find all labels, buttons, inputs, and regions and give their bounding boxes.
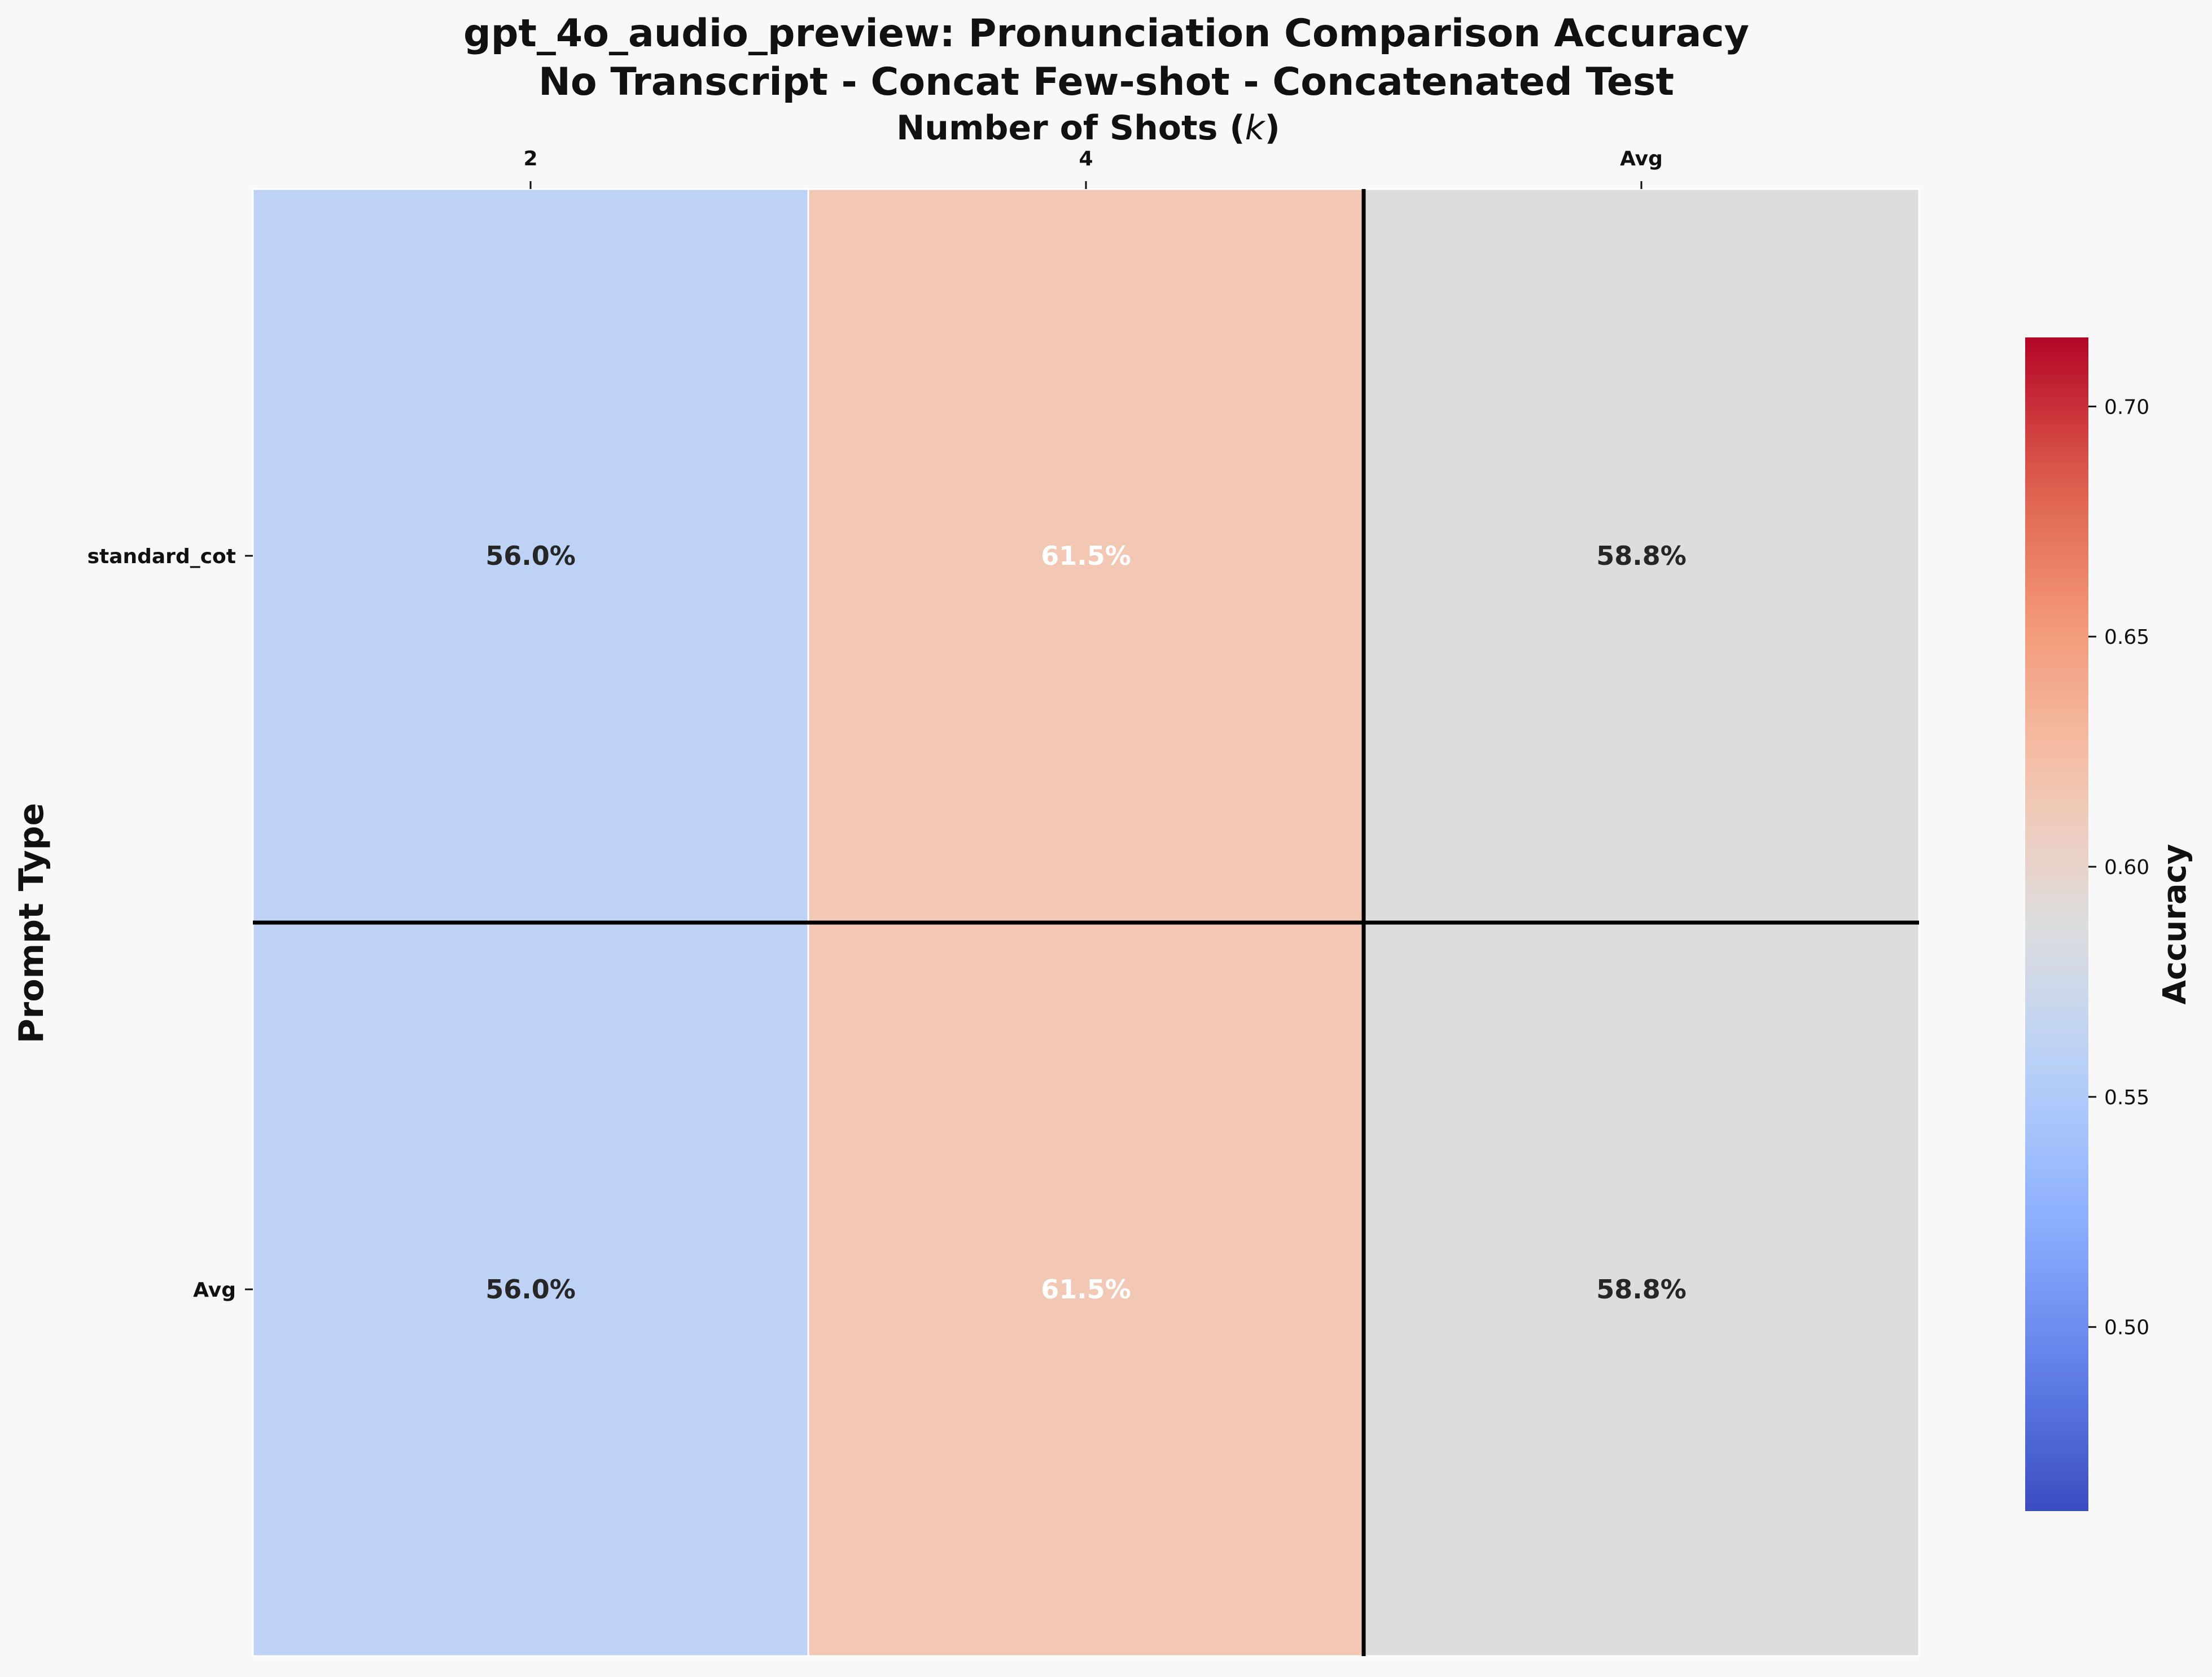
- chart-title-line-1: gpt_4o_audio_preview: Pronunciation Comp…: [463, 11, 1749, 56]
- cell-value-label: 58.8%: [1596, 541, 1687, 571]
- colorbar-tick-label: 0.65: [2104, 626, 2149, 649]
- cell-value-label: 58.8%: [1596, 1274, 1687, 1305]
- heatmap-cell-labels: 56.0% 61.5% 58.8% 56.0% 61.5% 58.8%: [485, 541, 1687, 1305]
- cell-value-label: 61.5%: [1041, 1274, 1131, 1305]
- colorbar-tick-label: 0.70: [2104, 396, 2149, 419]
- y-axis-label: Prompt Type: [12, 803, 51, 1043]
- x-axis-label: Number of Shots (k): [896, 108, 1280, 148]
- y-tick-label: Avg: [193, 1279, 236, 1302]
- x-tick-label: Avg: [1620, 147, 1663, 170]
- colorbar-tick-label: 0.60: [2104, 856, 2149, 879]
- colorbar-tick-label: 0.55: [2104, 1086, 2149, 1109]
- y-axis-ticks: standard_cot Avg: [87, 545, 253, 1302]
- cell-value-label: 56.0%: [485, 541, 576, 571]
- x-tick-label: 2: [523, 147, 537, 170]
- cell-value-label: 61.5%: [1041, 541, 1131, 571]
- heatmap-cell: [252, 921, 809, 1657]
- colorbar: [2025, 337, 2088, 1511]
- y-tick-label: standard_cot: [87, 545, 236, 568]
- heatmap-cells: [252, 188, 1920, 1657]
- heatmap-cell: [807, 188, 1365, 924]
- cell-value-label: 56.0%: [485, 1274, 576, 1305]
- chart-title-line-2: No Transcript - Concat Few-shot - Concat…: [538, 60, 1674, 104]
- colorbar-tick-label: 0.50: [2104, 1316, 2149, 1340]
- x-axis-ticks: 2 4 Avg: [523, 147, 1663, 189]
- heatmap-cell: [252, 188, 809, 924]
- colorbar-label: Accuracy: [2157, 844, 2193, 1005]
- heatmap-cell: [807, 921, 1365, 1657]
- colorbar-ticks: 0.50 0.55 0.60 0.65 0.70: [2088, 396, 2149, 1340]
- heatmap-separators: [253, 189, 1919, 1656]
- heatmap-cell: [1363, 921, 1920, 1657]
- x-tick-label: 4: [1079, 147, 1093, 170]
